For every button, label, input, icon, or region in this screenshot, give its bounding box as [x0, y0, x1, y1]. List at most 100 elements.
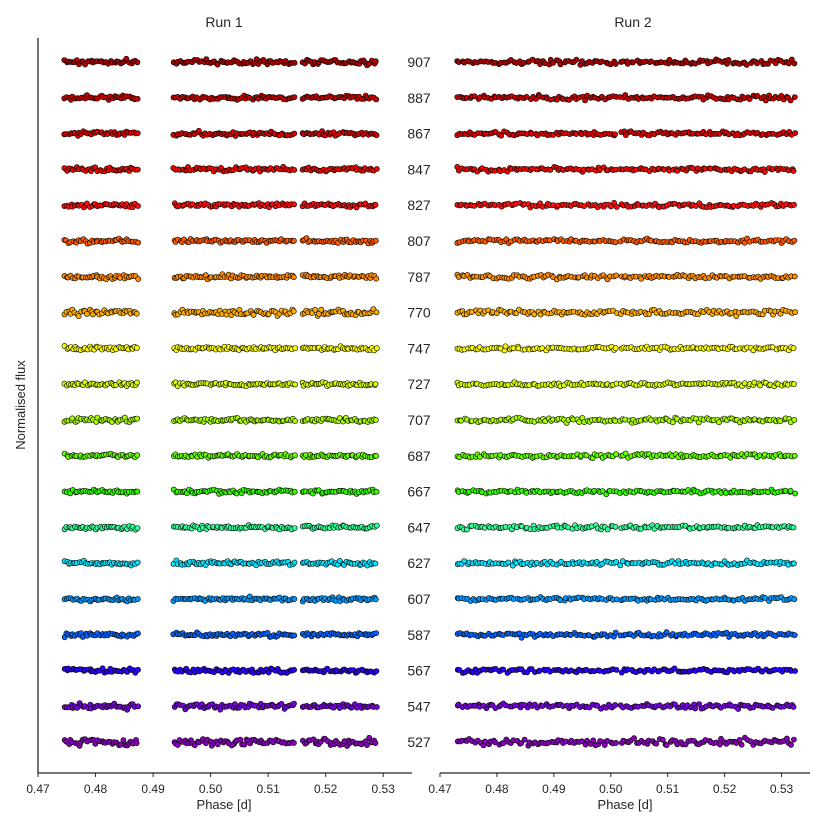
data-point	[612, 239, 619, 246]
data-point	[612, 131, 618, 138]
x-tick-label: 0.52	[713, 782, 737, 796]
data-point	[372, 201, 379, 208]
data-point	[292, 418, 298, 424]
data-point	[791, 201, 797, 208]
series-807-run-2	[454, 235, 798, 246]
series-827-run-1	[61, 200, 379, 211]
wavelength-label: 827	[407, 197, 431, 213]
data-point	[363, 742, 370, 748]
series-647-run-2	[454, 522, 797, 533]
data-point	[290, 274, 297, 281]
data-point	[791, 416, 798, 423]
data-point	[792, 130, 799, 136]
data-point	[791, 273, 798, 280]
series-787-run-1	[61, 271, 380, 283]
series-627-run-1	[61, 557, 379, 569]
data-point	[372, 417, 379, 423]
data-point	[612, 345, 619, 352]
data-point	[214, 61, 221, 68]
wavelength-label: 770	[407, 305, 431, 321]
data-point	[791, 596, 798, 603]
data-point	[372, 237, 379, 244]
x-ticks-run-2: 0.47 0.48 0.49 0.50 0.51 0.52 0.53	[428, 773, 794, 796]
data-point	[373, 452, 379, 459]
data-point	[291, 632, 298, 639]
data-point	[372, 740, 379, 746]
wavelength-label: 707	[407, 412, 431, 428]
data-point	[582, 97, 588, 104]
data-point	[134, 95, 141, 102]
series-547-run-1	[61, 700, 380, 713]
wavelength-label: 907	[407, 54, 431, 70]
data-point	[133, 344, 140, 351]
data-point	[290, 740, 297, 746]
data-point	[135, 703, 141, 710]
data-point	[134, 379, 140, 386]
data-point	[372, 560, 379, 567]
data-point	[241, 741, 248, 748]
data-point	[373, 275, 380, 282]
data-point	[290, 308, 297, 315]
data-point	[612, 61, 619, 67]
data-point	[373, 630, 379, 636]
data-point	[500, 666, 507, 673]
series-887-run-2	[454, 92, 798, 104]
series-887-run-1	[61, 92, 380, 103]
data-point	[790, 345, 797, 352]
series-607-run-2	[454, 594, 798, 604]
wavelength-label: 807	[407, 233, 431, 249]
data-point	[291, 525, 298, 531]
data-point	[134, 415, 140, 422]
x-tick-label: 0.50	[199, 782, 223, 796]
data-point	[291, 130, 298, 137]
data-point	[123, 55, 130, 62]
data-point	[613, 667, 620, 673]
wavelength-label: 587	[407, 627, 431, 643]
series-647-run-1	[61, 522, 380, 533]
series-587-run-1	[61, 629, 379, 641]
data-point	[292, 381, 298, 388]
x-tick-label: 0.47	[26, 782, 50, 796]
wavelength-label: 687	[407, 448, 431, 464]
panel-run-2: Run 2 0.47 0.48 0.49 0.50 0.51 0.52 0.53 Phase…	[428, 14, 810, 812]
data-point	[134, 452, 141, 459]
data-point	[134, 488, 141, 495]
data-point	[791, 452, 798, 459]
data-point	[291, 167, 298, 173]
data-point	[372, 381, 379, 387]
wavelength-label: 887	[407, 90, 431, 106]
series-727-run-2	[454, 379, 797, 390]
series-527-run-1	[61, 734, 379, 749]
data-point	[291, 488, 298, 495]
data-point	[725, 57, 732, 63]
data-point	[790, 524, 797, 531]
series-867-run-2	[454, 128, 799, 139]
data-point	[135, 239, 141, 246]
series-847-run-2	[454, 163, 797, 175]
data-point	[612, 629, 619, 636]
wavelength-label: 747	[407, 340, 431, 356]
x-axis-label-run-1: Phase [d]	[197, 797, 252, 812]
series-group-run-1	[61, 55, 380, 749]
data-point	[663, 629, 670, 636]
data-point	[174, 742, 181, 748]
wavelength-label: 727	[407, 376, 431, 392]
data-point	[134, 596, 141, 602]
data-point	[135, 203, 141, 209]
data-point	[134, 59, 141, 66]
data-point	[134, 559, 141, 566]
series-770-run-2	[454, 306, 799, 319]
data-point	[373, 166, 380, 172]
x-ticks-run-1: 0.47 0.48 0.49 0.50 0.51 0.52 0.53	[26, 773, 395, 796]
x-tick-label: 0.48	[84, 782, 108, 796]
series-827-run-2	[454, 199, 797, 211]
series-770-run-1	[61, 306, 380, 319]
data-point	[792, 309, 799, 316]
data-point	[133, 740, 140, 746]
wavelength-label: 847	[407, 161, 431, 177]
data-point	[134, 166, 141, 173]
data-point	[291, 666, 297, 673]
series-group-run-2	[454, 56, 799, 749]
data-point	[791, 560, 797, 567]
